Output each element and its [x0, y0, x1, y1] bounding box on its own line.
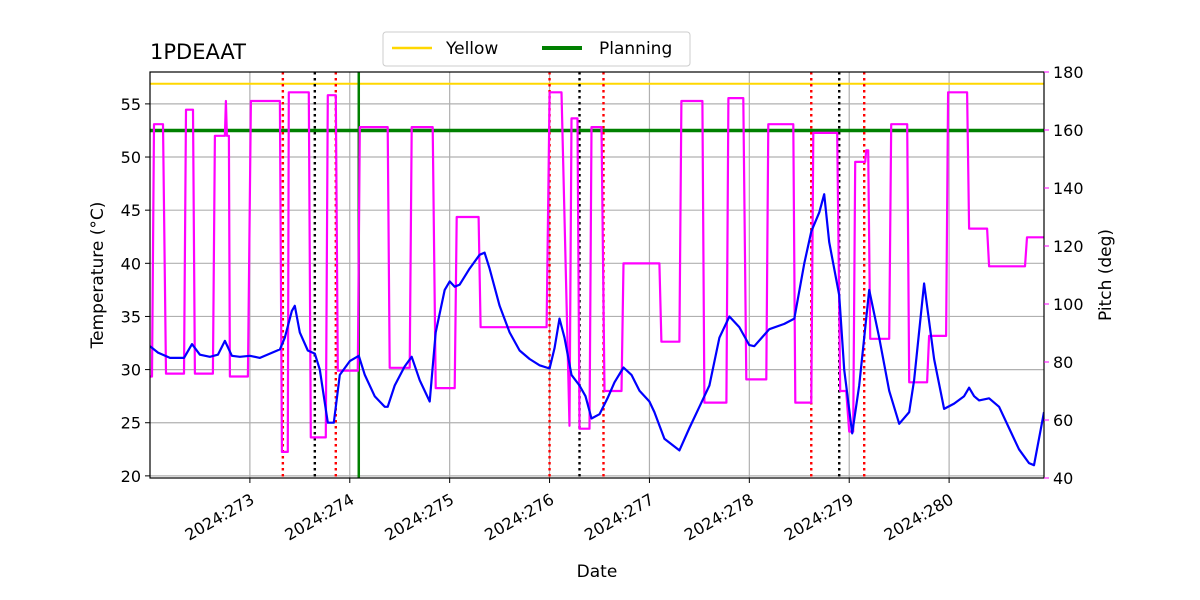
- x-tick-label: 2024:278: [681, 490, 757, 545]
- plot-frame: [149, 71, 1045, 479]
- y-tick-label: 30: [121, 361, 141, 380]
- y-tick-label: 45: [121, 201, 141, 220]
- x-tick-label: 2024:279: [781, 490, 857, 545]
- series-lines: [150, 91, 1044, 467]
- limit-lines: [150, 72, 1044, 478]
- x-tick-label: 2024:277: [581, 490, 657, 545]
- y-tick-label: 20: [121, 467, 141, 486]
- x-tick-label: 2024:276: [481, 490, 557, 545]
- legend-label-yellow: Yellow: [445, 39, 498, 59]
- chart-title: 1PDEAAT: [150, 40, 246, 64]
- grid: [150, 72, 1044, 478]
- temperature-series-line: [150, 193, 1044, 467]
- y2-tick-label: 120: [1053, 237, 1084, 256]
- x-tick-label: 2024:280: [881, 490, 957, 545]
- event-lines: [281, 72, 866, 478]
- y2-tick-label: 60: [1053, 411, 1073, 430]
- y2-tick-label: 40: [1053, 469, 1073, 488]
- y2-axis-label: Pitch (deg): [1096, 229, 1116, 321]
- y2-tick-label: 140: [1053, 179, 1084, 198]
- y2-tick-label: 80: [1053, 353, 1073, 372]
- x-tick-label: 2024:274: [281, 490, 357, 545]
- y2-tick-label: 160: [1053, 121, 1084, 140]
- y2-tick-label: 100: [1053, 295, 1084, 314]
- y-tick-label: 25: [121, 414, 141, 433]
- legend-box: [382, 31, 691, 67]
- y2-tick-label: 180: [1053, 63, 1084, 82]
- legend: Yellow Planning: [382, 31, 691, 67]
- x-tick-label: 2024:273: [182, 490, 258, 545]
- legend-label-planning: Planning: [599, 39, 672, 59]
- x-tick-label: 2024:275: [381, 490, 457, 545]
- y-tick-label: 50: [121, 148, 141, 167]
- y-axis-label: Temperature (°C): [88, 202, 108, 350]
- y-tick-label: 40: [121, 254, 141, 273]
- pitch-series-line: [150, 91, 1044, 453]
- x-axis-label: Date: [577, 562, 618, 582]
- y-tick-label: 55: [121, 95, 141, 114]
- y-tick-label: 35: [121, 307, 141, 326]
